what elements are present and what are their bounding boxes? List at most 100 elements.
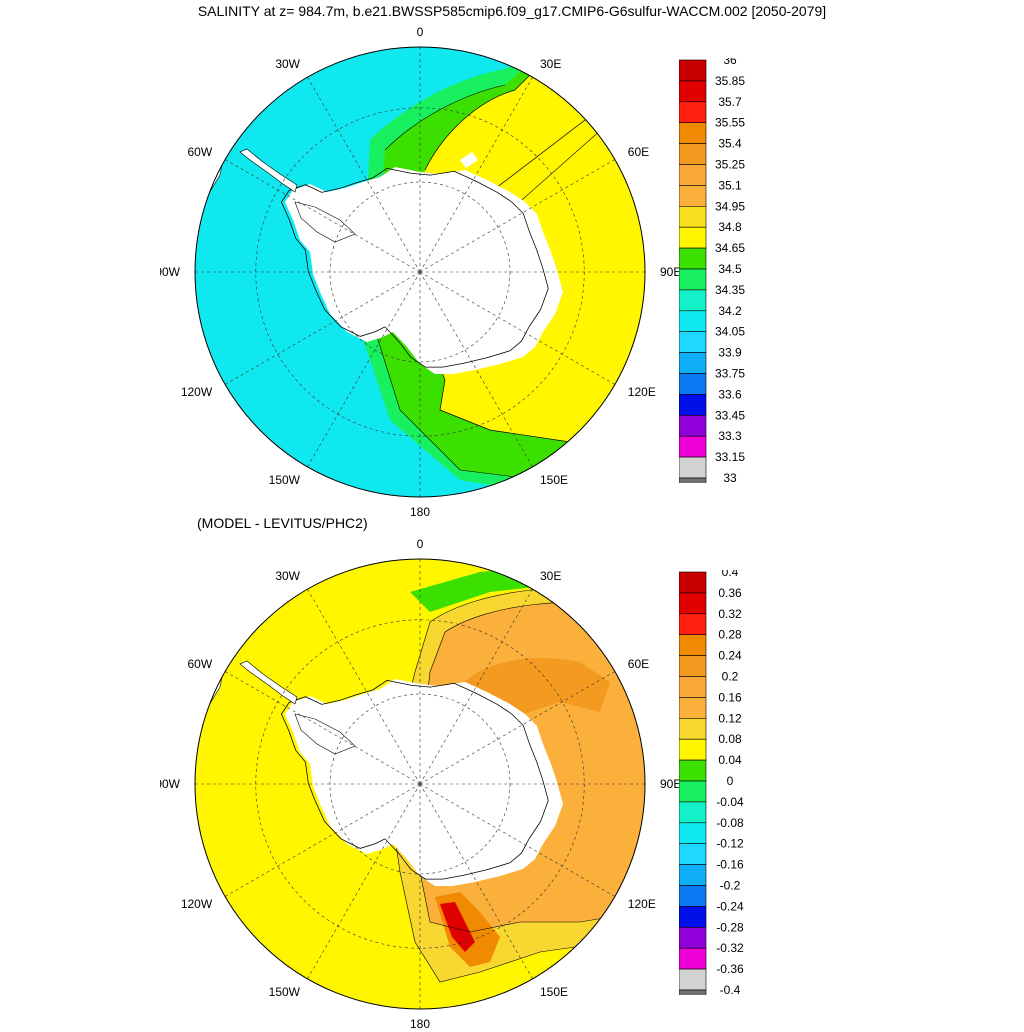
difference-colorbar-label: -0.12: [716, 837, 744, 851]
longitude-label: 120E: [628, 385, 656, 399]
difference-colorbar-label: 0.08: [718, 732, 742, 746]
difference-colorbar-label: 0.32: [718, 607, 742, 621]
salinity-colorbar-label: 34.05: [715, 325, 745, 339]
difference-colorbar-swatch: [679, 676, 707, 698]
longitude-label: 30W: [275, 569, 300, 583]
salinity-colorbar-swatch: [679, 80, 707, 103]
difference-colorbar-swatch: [679, 885, 707, 907]
longitude-label: 0: [417, 537, 424, 551]
longitude-label: 30E: [540, 57, 561, 71]
difference-colorbar-label: 0.4: [722, 570, 739, 579]
salinity-colorbar-swatch: [679, 289, 707, 312]
longitude-label: 90E: [660, 777, 680, 791]
difference-colorbar-swatch: [679, 843, 707, 865]
difference-colorbar-swatch: [679, 571, 707, 594]
salinity-colorbar-label: 33.75: [715, 367, 745, 381]
salinity-colorbar-swatch: [679, 435, 707, 458]
antarctica-land: [239, 148, 563, 374]
longitude-label: 120W: [181, 897, 213, 911]
salinity-colorbar-label: 33.45: [715, 408, 745, 422]
difference-colorbar-swatch: [679, 613, 707, 635]
salinity-map: 0 30E 60E 90E 120E 150E 180 150W 120W 90W 60W 30W: [160, 0, 680, 520]
salinity-colorbar: 36 35.85 35.7 35.55 35.4 35.25 35.1 34.95 34.8 34…: [679, 58, 759, 483]
salinity-colorbar-label: 34.65: [715, 241, 745, 255]
difference-map-field: [195, 559, 645, 1009]
salinity-colorbar-label: 33.6: [718, 387, 742, 401]
salinity-colorbar-label: 35.1: [718, 178, 742, 192]
salinity-colorbar-label: 35.85: [715, 74, 745, 88]
antarctica-land: [239, 660, 563, 886]
difference-map-graticule: [195, 559, 645, 1009]
salinity-colorbar-swatch: [679, 456, 707, 479]
difference-colorbar-label: 0.28: [718, 628, 742, 642]
difference-colorbar-swatch: [679, 822, 707, 845]
difference-colorbar-swatch: [679, 655, 707, 677]
difference-colorbar-label: -0.32: [716, 941, 744, 955]
longitude-label: 90W: [160, 265, 181, 279]
difference-hotspot-core: [440, 902, 475, 952]
difference-colorbar-swatch: [679, 780, 707, 803]
difference-map-border: [194, 558, 646, 1010]
figure-title: SALINITY at z= 984.7m, b.e21.BWSSP585cmi…: [197, 3, 827, 19]
salinity-colorbar-label: 33: [723, 471, 737, 483]
salinity-colorbar-swatch: [679, 226, 707, 249]
salinity-colorbar-swatch: [679, 143, 707, 165]
difference-colorbar-label: -0.16: [716, 858, 744, 872]
difference-map: 0 30E 60E 90E 120E 150E 180 150W 120W 90W 60W 30W: [160, 512, 680, 1032]
difference-colorbar-label: -0.28: [716, 920, 744, 934]
longitude-label: 150W: [269, 985, 301, 999]
difference-colorbar-label: -0.08: [716, 816, 744, 830]
salinity-colorbar-label: 35.55: [715, 116, 745, 130]
salinity-colorbar-swatch: [679, 268, 707, 291]
difference-subtitle: (MODEL - LEVITUS/PHC2): [197, 515, 368, 531]
difference-colorbar-swatch: [679, 926, 707, 949]
salinity-colorbar-label: 35.25: [715, 158, 745, 172]
longitude-label: 60E: [628, 145, 649, 159]
difference-colorbar-swatch: [679, 989, 707, 995]
difference-colorbar-swatch: [679, 947, 707, 970]
salinity-colorbar-label: 35.7: [718, 95, 742, 109]
longitude-label: 30W: [275, 57, 300, 71]
longitude-label: 180: [410, 1017, 430, 1031]
difference-colorbar-label: -0.04: [716, 795, 744, 809]
salinity-colorbar-swatch: [679, 101, 707, 123]
salinity-colorbar-label: 36: [723, 58, 737, 67]
difference-colorbar-label: 0.24: [718, 649, 742, 663]
salinity-colorbar-swatch: [679, 185, 707, 207]
longitude-label: 90W: [160, 777, 181, 791]
longitude-label: 90E: [660, 265, 680, 279]
salinity-map-graticule: [195, 47, 645, 497]
difference-colorbar-label: -0.24: [716, 899, 744, 913]
salinity-colorbar-label: 34.8: [718, 220, 742, 234]
salinity-map-border: [194, 46, 646, 498]
salinity-colorbar-swatch: [679, 394, 707, 416]
difference-colorbar-swatch: [679, 906, 707, 928]
longitude-label: 60E: [628, 657, 649, 671]
salinity-colorbar-swatch: [679, 310, 707, 333]
difference-colorbar-label: 0: [727, 774, 734, 788]
longitude-label: 120E: [628, 897, 656, 911]
salinity-colorbar-swatch: [679, 477, 707, 483]
longitude-label: 150E: [540, 985, 568, 999]
salinity-colorbar-swatch: [679, 247, 707, 270]
difference-negative-south: [590, 942, 645, 1009]
salinity-colorbar-swatch: [679, 59, 707, 82]
difference-colorbar-swatch: [679, 697, 707, 719]
longitude-label: 60W: [188, 145, 213, 159]
difference-colorbar-swatch: [679, 738, 707, 761]
difference-colorbar-label: -0.2: [720, 879, 741, 893]
salinity-colorbar-swatch: [679, 164, 707, 186]
difference-colorbar-swatch: [679, 718, 707, 740]
difference-colorbar-swatch: [679, 864, 707, 886]
difference-colorbar-swatch: [679, 634, 707, 656]
salinity-colorbar-label: 33.3: [718, 429, 742, 443]
salinity-colorbar-swatch: [679, 373, 707, 395]
salinity-colorbar-label: 35.4: [718, 137, 742, 151]
salinity-colorbar-label: 34.35: [715, 283, 745, 297]
difference-colorbar: 0.4 0.36 0.32 0.28 0.24 0.2 0.16 0.12 0.08 0.04 0 -…: [679, 570, 759, 995]
salinity-colorbar-swatch: [679, 352, 707, 374]
longitude-label: 30E: [540, 569, 561, 583]
missing-patch: [460, 152, 478, 168]
longitude-label: 180: [410, 505, 430, 519]
difference-colorbar-swatch: [679, 759, 707, 782]
